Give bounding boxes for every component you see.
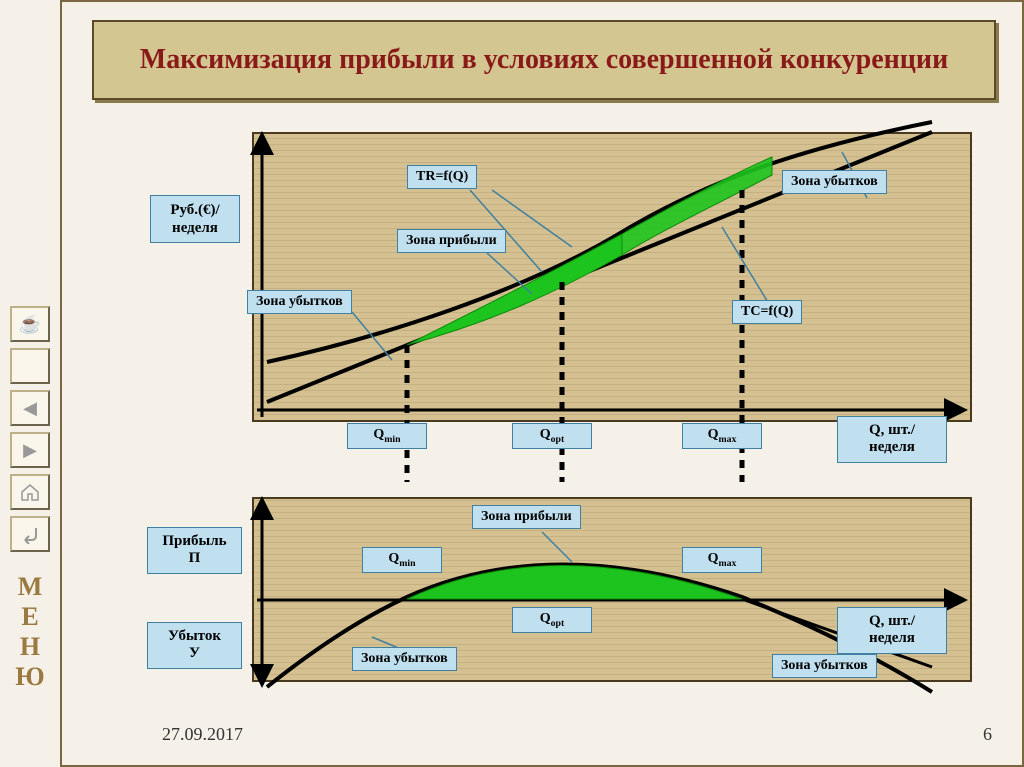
next-icon[interactable]: ▶ — [10, 432, 50, 468]
prev-icon[interactable]: ◀ — [10, 390, 50, 426]
x-axis-label-bottom: Q, шт./неделя — [837, 607, 947, 654]
zone-loss-bottom-right: Зона убытков — [772, 654, 877, 678]
qmax-bottom: Qmax — [682, 547, 762, 573]
qopt-bottom: Qopt — [512, 607, 592, 633]
qmin-bottom: Qmin — [362, 547, 442, 573]
cup-icon[interactable]: ☕ — [10, 306, 50, 342]
y-loss-label: УбытокУ — [147, 622, 242, 669]
nav-sidebar: ☕ ◀ ▶ М Е Н Ю — [0, 0, 60, 767]
home-icon[interactable] — [10, 474, 50, 510]
footer-date: 27.09.2017 — [162, 724, 243, 745]
zone-profit-bottom: Зона прибыли — [472, 505, 581, 529]
footer-page: 6 — [983, 724, 992, 745]
blank-icon[interactable] — [10, 348, 50, 384]
return-icon[interactable] — [10, 516, 50, 552]
menu-label[interactable]: М Е Н Ю — [0, 572, 60, 692]
zone-loss-bottom-left: Зона убытков — [352, 647, 457, 671]
slide: Максимизация прибыли в условиях совершен… — [60, 0, 1024, 767]
y-profit-label: ПрибыльП — [147, 527, 242, 574]
